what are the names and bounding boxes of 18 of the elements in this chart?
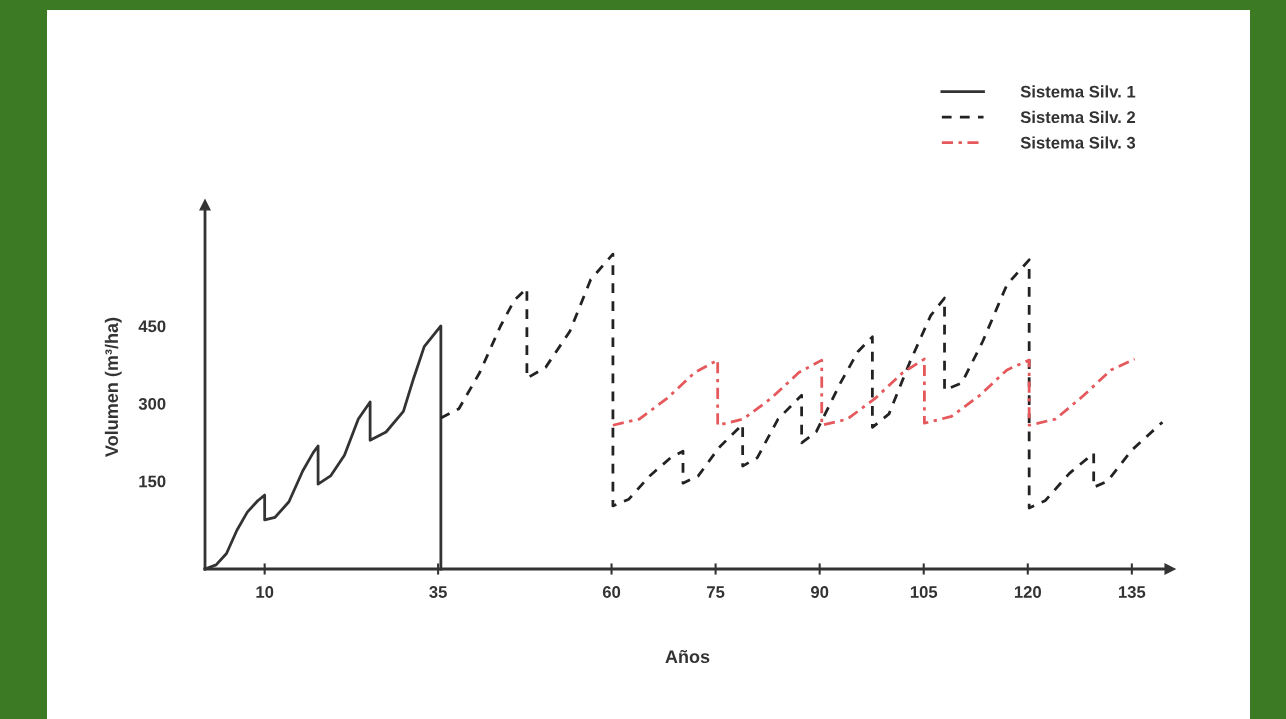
y-axis-title: Volumen (m³/ha) (104, 317, 122, 457)
x-axis-title: Años (665, 649, 710, 664)
x-tick-label: 35 (429, 586, 447, 598)
x-tick-label: 75 (707, 586, 725, 598)
y-tick-label: 300 (138, 397, 166, 410)
line-series (611, 357, 1137, 427)
legend-label: Sistema Silv. 2 (1020, 110, 1136, 124)
y-tick-label: 450 (138, 320, 166, 333)
x-tick-label: 135 (1118, 586, 1146, 598)
x-tick-label: 90 (810, 586, 829, 598)
legend-label: Sistema Silv. 1 (1020, 85, 1136, 98)
line-series (439, 252, 1164, 510)
legend-label: Sistema Silv. 3 (1020, 136, 1136, 149)
x-tick-label: 120 (1014, 586, 1041, 598)
y-tick-label: 150 (139, 475, 166, 488)
x-tick-label: 10 (256, 586, 274, 598)
x-tick-label: 105 (910, 586, 938, 598)
x-tick-label: 60 (602, 586, 621, 598)
